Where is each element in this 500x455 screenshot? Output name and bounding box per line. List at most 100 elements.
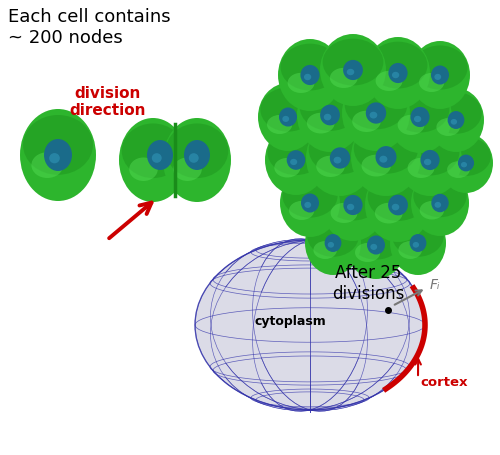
Ellipse shape: [414, 175, 467, 217]
Ellipse shape: [342, 76, 410, 152]
Ellipse shape: [289, 202, 314, 221]
Ellipse shape: [428, 89, 484, 153]
Ellipse shape: [347, 70, 354, 76]
Ellipse shape: [398, 116, 424, 136]
Ellipse shape: [322, 40, 384, 86]
Ellipse shape: [152, 154, 162, 163]
Ellipse shape: [430, 93, 482, 135]
Ellipse shape: [343, 61, 363, 81]
Ellipse shape: [410, 42, 470, 110]
Ellipse shape: [330, 203, 357, 223]
Ellipse shape: [258, 84, 318, 152]
Ellipse shape: [304, 202, 311, 208]
Ellipse shape: [308, 126, 372, 175]
Ellipse shape: [324, 234, 342, 253]
Ellipse shape: [441, 137, 491, 177]
Ellipse shape: [32, 153, 64, 179]
Ellipse shape: [330, 69, 357, 89]
Ellipse shape: [448, 112, 464, 130]
Ellipse shape: [321, 170, 385, 242]
Ellipse shape: [420, 151, 440, 171]
Ellipse shape: [278, 40, 342, 112]
Ellipse shape: [334, 157, 342, 164]
Ellipse shape: [376, 72, 402, 92]
Ellipse shape: [297, 79, 363, 153]
Ellipse shape: [432, 194, 448, 213]
Ellipse shape: [268, 130, 324, 176]
Ellipse shape: [288, 74, 314, 94]
Ellipse shape: [398, 125, 462, 197]
Ellipse shape: [375, 203, 402, 224]
Ellipse shape: [367, 236, 385, 255]
Ellipse shape: [355, 243, 380, 263]
Ellipse shape: [304, 75, 311, 81]
Ellipse shape: [328, 243, 334, 248]
Ellipse shape: [324, 174, 382, 221]
Ellipse shape: [410, 234, 426, 253]
Ellipse shape: [348, 216, 404, 260]
Ellipse shape: [330, 148, 350, 169]
Ellipse shape: [267, 116, 292, 135]
Ellipse shape: [320, 106, 340, 126]
Ellipse shape: [412, 46, 468, 91]
Ellipse shape: [23, 116, 93, 175]
Ellipse shape: [362, 155, 391, 177]
Ellipse shape: [189, 154, 198, 163]
Ellipse shape: [274, 158, 300, 178]
Ellipse shape: [434, 75, 441, 81]
Ellipse shape: [166, 124, 228, 179]
Text: Fᵢ: Fᵢ: [429, 278, 440, 291]
Ellipse shape: [347, 204, 354, 211]
Ellipse shape: [282, 174, 338, 218]
Ellipse shape: [368, 173, 428, 222]
Ellipse shape: [286, 151, 306, 171]
Ellipse shape: [400, 129, 460, 176]
Ellipse shape: [344, 81, 408, 130]
Ellipse shape: [163, 119, 231, 202]
Ellipse shape: [352, 111, 381, 133]
Ellipse shape: [20, 110, 96, 202]
Ellipse shape: [184, 141, 210, 171]
Ellipse shape: [320, 35, 386, 107]
Ellipse shape: [414, 116, 421, 123]
Ellipse shape: [280, 45, 340, 91]
Ellipse shape: [419, 74, 444, 93]
Ellipse shape: [44, 140, 72, 172]
Ellipse shape: [434, 202, 441, 208]
Ellipse shape: [370, 244, 377, 250]
Ellipse shape: [306, 121, 374, 197]
Ellipse shape: [412, 243, 419, 248]
Ellipse shape: [376, 147, 396, 168]
Ellipse shape: [368, 43, 428, 89]
Ellipse shape: [458, 155, 474, 172]
Text: Each cell contains
~ 200 nodes: Each cell contains ~ 200 nodes: [8, 8, 170, 47]
Text: division
direction: division direction: [70, 86, 146, 118]
Ellipse shape: [390, 86, 450, 133]
Ellipse shape: [380, 157, 388, 163]
Ellipse shape: [408, 158, 434, 179]
Ellipse shape: [392, 73, 399, 79]
Ellipse shape: [461, 162, 467, 168]
Ellipse shape: [290, 159, 297, 166]
Ellipse shape: [300, 66, 320, 86]
Ellipse shape: [370, 112, 378, 119]
Ellipse shape: [307, 216, 359, 257]
Ellipse shape: [420, 202, 444, 220]
Ellipse shape: [173, 158, 202, 182]
Ellipse shape: [388, 195, 408, 216]
Ellipse shape: [424, 159, 431, 166]
Ellipse shape: [279, 108, 297, 127]
Ellipse shape: [431, 66, 449, 86]
Ellipse shape: [346, 212, 406, 279]
Ellipse shape: [410, 108, 430, 128]
Ellipse shape: [366, 38, 430, 110]
Ellipse shape: [354, 124, 418, 174]
Ellipse shape: [147, 141, 173, 171]
Ellipse shape: [390, 212, 446, 275]
Text: After 25
divisions: After 25 divisions: [332, 263, 404, 302]
Ellipse shape: [282, 116, 289, 123]
Ellipse shape: [300, 84, 360, 131]
Ellipse shape: [366, 103, 386, 124]
Ellipse shape: [280, 170, 340, 238]
Ellipse shape: [305, 212, 361, 275]
